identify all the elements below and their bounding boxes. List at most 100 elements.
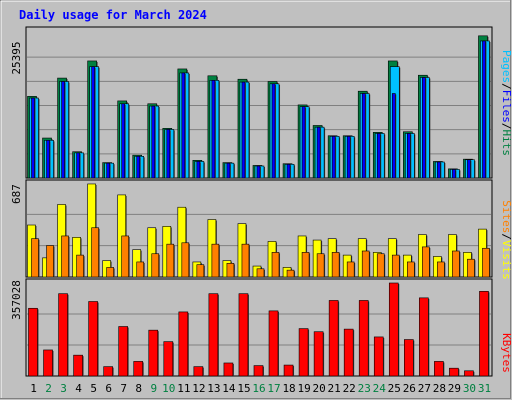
bar-pages-day-24 — [376, 133, 381, 179]
bar-pages-day-30 — [467, 159, 471, 179]
bar-pages-day-5 — [91, 66, 95, 179]
bar-pages-day-20 — [316, 126, 321, 179]
bar-pages-day-26 — [407, 133, 411, 179]
bar-kbytes-day-22 — [343, 328, 354, 377]
bar-pages-day-16 — [256, 165, 261, 179]
bar-pages-day-22 — [346, 136, 351, 179]
bar-kbytes-day-3 — [58, 293, 68, 377]
x-tick-label-7: 7 — [120, 382, 127, 395]
bar-pages-day-21 — [331, 136, 336, 179]
legend-sep-3: / — [500, 233, 512, 240]
legend-files: Files — [500, 90, 512, 123]
bar-pages-day-31 — [482, 40, 486, 179]
bar-sites-day-12 — [196, 264, 205, 278]
bar-sites-day-16 — [256, 268, 265, 278]
x-tick-label-15: 15 — [237, 382, 250, 395]
x-tick-label-4: 4 — [75, 382, 82, 395]
panel-kbytes: 357028 KBytes — [10, 278, 512, 377]
bar-kbytes-day-17 — [268, 310, 279, 377]
x-tick-label-23: 23 — [358, 382, 371, 395]
bars-bottom — [28, 282, 490, 377]
bar-sites-day-30 — [467, 258, 475, 278]
bar-sites-day-23 — [361, 250, 370, 278]
bar-kbytes-day-11 — [178, 311, 189, 377]
legend-middle: Sites/Visits — [500, 200, 512, 280]
bar-sites-day-3 — [61, 235, 69, 278]
bar-pages-day-18 — [286, 163, 291, 179]
x-tick-label-21: 21 — [328, 382, 341, 395]
bar-kbytes-day-7 — [118, 326, 128, 377]
x-tick-label-3: 3 — [60, 382, 67, 395]
bar-pages-day-1 — [31, 97, 35, 179]
bar-sites-day-2 — [46, 245, 54, 278]
bar-sites-day-19 — [301, 252, 310, 278]
grid-middle — [27, 213, 491, 247]
bar-sites-day-5 — [91, 227, 99, 278]
bar-kbytes-day-4 — [73, 354, 83, 377]
bar-kbytes-day-13 — [208, 293, 219, 377]
bar-pages-day-2 — [46, 140, 50, 179]
bar-sites-day-6 — [106, 267, 114, 278]
ymax-label-bottom: 357028 — [10, 280, 23, 320]
bar-pages-day-23 — [361, 93, 366, 179]
x-tick-label-9: 9 — [150, 382, 157, 395]
bar-sites-day-17 — [271, 252, 280, 278]
x-tick-label-1: 1 — [30, 382, 37, 395]
bar-sites-day-4 — [76, 254, 84, 278]
x-tick-label-20: 20 — [313, 382, 326, 395]
legend-visits: Visits — [500, 240, 512, 280]
x-tick-label-28: 28 — [433, 382, 446, 395]
bar-kbytes-day-26 — [404, 339, 414, 377]
x-tick-label-30: 30 — [463, 382, 476, 395]
bar-kbytes-day-18 — [283, 364, 294, 377]
grid-top — [27, 56, 491, 155]
bar-pages-day-6 — [106, 162, 110, 179]
bar-kbytes-day-5 — [88, 301, 98, 377]
bar-sites-day-15 — [241, 243, 250, 278]
bar-kbytes-day-15 — [238, 293, 249, 377]
x-tick-label-6: 6 — [105, 382, 112, 395]
legend-bottom: KBytes — [500, 333, 512, 373]
x-tick-label-11: 11 — [177, 382, 190, 395]
bar-pages-day-29 — [452, 169, 456, 179]
bar-pages-day-9 — [151, 105, 156, 179]
bar-pages-day-12 — [196, 161, 201, 179]
bar-kbytes-day-24 — [373, 336, 384, 377]
legend-top: Pages/Files/Hits — [500, 50, 512, 156]
bar-kbytes-day-12 — [193, 366, 204, 377]
bar-pages-day-25 — [391, 93, 396, 179]
legend-kbytes: KBytes — [500, 333, 512, 373]
bar-sites-day-25 — [391, 254, 400, 278]
bar-pages-day-28 — [437, 161, 441, 179]
bar-kbytes-day-31 — [479, 291, 489, 377]
ymax-label-top: 25395 — [10, 41, 23, 74]
x-tick-label-25: 25 — [388, 382, 401, 395]
bar-sites-day-22 — [346, 261, 355, 278]
x-tick-label-16: 16 — [252, 382, 265, 395]
bar-kbytes-day-10 — [163, 341, 174, 377]
bar-kbytes-day-29 — [449, 367, 459, 377]
bar-pages-day-11 — [181, 72, 186, 179]
bar-kbytes-day-14 — [223, 362, 234, 377]
ymax-label-middle: 687 — [10, 184, 23, 204]
bar-kbytes-day-1 — [28, 307, 38, 377]
bar-pages-day-13 — [211, 80, 216, 179]
bar-sites-day-31 — [482, 247, 490, 278]
bar-pages-day-15 — [241, 81, 246, 179]
bar-kbytes-day-20 — [313, 331, 324, 377]
bar-sites-day-1 — [31, 238, 39, 278]
bar-sites-day-14 — [226, 263, 235, 278]
x-tick-label-29: 29 — [448, 382, 461, 395]
legend-hits: Hits — [500, 130, 512, 157]
bar-sites-day-8 — [136, 261, 145, 278]
x-tick-label-31: 31 — [478, 382, 491, 395]
bar-kbytes-day-16 — [253, 365, 264, 377]
x-tick-label-2: 2 — [45, 382, 52, 395]
bar-kbytes-day-2 — [43, 349, 53, 377]
bar-pages-day-7 — [121, 103, 125, 179]
x-tick-label-27: 27 — [418, 382, 431, 395]
x-tick-label-26: 26 — [403, 382, 416, 395]
x-axis-day-labels: 1 2 3 4 5 6 7 8 9 10 11 12 13 14 15 16 17 18 19 20 21 22 23 24 2… — [30, 382, 491, 395]
bar-kbytes-day-21 — [328, 300, 339, 377]
